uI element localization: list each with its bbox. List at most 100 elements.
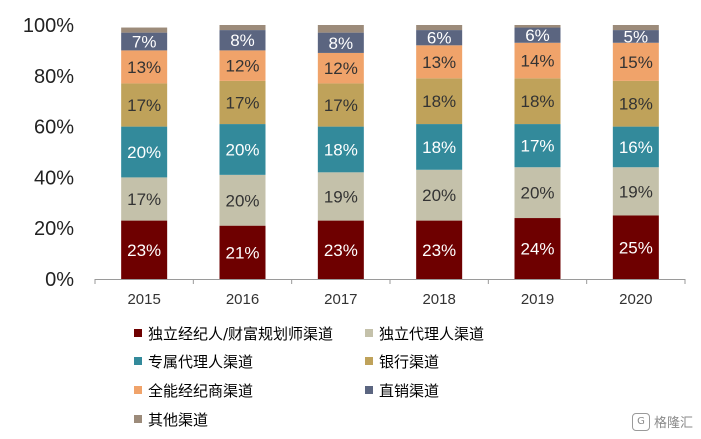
bar-value-label: 5% (624, 27, 649, 46)
bar-segment (121, 83, 168, 127)
x-tick-label: 2020 (619, 291, 652, 308)
bar-segment (121, 177, 168, 221)
legend-item-independent-agent: 独立代理人渠道 (365, 322, 484, 344)
bar-value-label: 21% (225, 243, 259, 262)
legend-swatch (365, 386, 373, 394)
bar-segment (121, 32, 168, 51)
x-tick-label: 2016 (226, 291, 259, 308)
y-tick-label: 100% (23, 15, 74, 37)
bar-value-label: 17% (127, 96, 161, 115)
bar-segment (317, 83, 364, 127)
bar-value-label: 7% (132, 33, 157, 52)
bar-segment (612, 215, 659, 279)
legend-item-other: 其他渠道 (134, 408, 208, 430)
bar-value-label: 17% (324, 96, 358, 115)
bar-segment (416, 45, 463, 79)
bar-value-label: 25% (619, 238, 653, 257)
bar-segment (514, 78, 561, 125)
bar-value-label: 20% (422, 186, 456, 205)
bar-value-label: 23% (324, 241, 358, 260)
legend-label: 直销渠道 (379, 381, 440, 400)
y-tick-label: 0% (45, 269, 74, 291)
legend-label: 专属代理人渠道 (148, 352, 254, 371)
legend-swatch (134, 357, 142, 365)
bar-segment (416, 124, 463, 170)
bar-segment (219, 225, 266, 279)
bar-segment (317, 126, 364, 173)
legend-swatch (134, 329, 142, 337)
bar-segment (317, 220, 364, 279)
legend-swatch (134, 386, 142, 394)
bar-segment (121, 27, 168, 33)
bar-value-label: 16% (619, 138, 653, 157)
bar-value-label: 24% (520, 240, 554, 259)
bar-value-label: 17% (225, 93, 259, 112)
x-tick-label: 2019 (521, 291, 554, 308)
bar-segment (514, 167, 561, 219)
bar-value-label: 23% (127, 241, 161, 260)
bar-segment (612, 30, 659, 43)
bar-segment (219, 80, 266, 125)
legend-item-independent-broker: 独立经纪人/财富规划师渠道 (134, 322, 333, 344)
bar-value-label: 19% (619, 182, 653, 201)
bar-segment (612, 167, 659, 216)
bar-segment (514, 218, 561, 279)
watermark: G 格隆汇 (631, 412, 693, 431)
bar-segment (121, 50, 168, 84)
x-tick-label: 2015 (127, 291, 160, 308)
bar-segment (416, 78, 463, 125)
bar-value-label: 6% (525, 26, 550, 45)
bar-segment (416, 25, 463, 31)
bar-value-label: 8% (329, 34, 354, 53)
legend-label: 银行渠道 (379, 352, 440, 371)
legend-item-full-service-broker: 全能经纪商渠道 (134, 379, 253, 401)
watermark-logo-icon: G (631, 412, 650, 431)
bar-segment (612, 80, 659, 127)
legend-item-direct: 直销渠道 (365, 379, 439, 401)
bar-segment (121, 126, 168, 178)
bar-value-label: 18% (324, 140, 358, 159)
bar-segment (514, 42, 561, 79)
stacked-bar-chart: 0% 20% 40% 60% 80% 100% 23% 17% 20% 17% 13% 7% 2015 2… (23, 15, 686, 308)
legend-swatch (134, 415, 142, 423)
legend-label: 全能经纪商渠道 (148, 381, 254, 400)
bar-segment (416, 30, 463, 46)
bar-segment (612, 25, 659, 31)
bar-segment (121, 220, 168, 279)
watermark-text: 格隆汇 (653, 416, 693, 431)
bar-value-label: 20% (520, 184, 554, 203)
bar-segment (416, 169, 463, 221)
bar-value-label: 15% (619, 53, 653, 72)
bar-value-label: 12% (324, 59, 358, 78)
y-tick-label: 20% (34, 218, 74, 240)
bar-segment (514, 27, 561, 43)
y-tick-label: 80% (34, 66, 74, 88)
bar-value-label: 13% (422, 53, 456, 72)
legend-item-bank: 银行渠道 (365, 350, 439, 372)
bar-segment (416, 220, 463, 279)
bar-segment (219, 124, 266, 175)
bar-segment (514, 25, 561, 28)
y-tick-label: 60% (34, 117, 74, 139)
bar-value-label: 14% (520, 52, 554, 71)
bar-value-label: 19% (324, 187, 358, 206)
bar-value-label: 23% (422, 241, 456, 260)
bar-segment (317, 172, 364, 221)
bar-value-label: 17% (520, 137, 554, 156)
legend-label: 独立代理人渠道 (379, 324, 485, 343)
y-tick-label: 40% (34, 167, 74, 189)
legend-label: 其他渠道 (148, 410, 209, 429)
legend-item-captive-agent: 专属代理人渠道 (134, 350, 253, 372)
bar-segment (219, 50, 266, 81)
bar-segment (317, 25, 364, 33)
legend-swatch (365, 357, 373, 365)
legend-swatch (365, 329, 373, 337)
bar-segment (219, 30, 266, 51)
bar-segment (219, 25, 266, 31)
x-tick-label: 2018 (422, 291, 455, 308)
bar-value-label: 12% (225, 57, 259, 76)
bar-value-label: 18% (619, 95, 653, 114)
bar-segment (317, 52, 364, 84)
bar-segment (612, 126, 659, 168)
bar-value-label: 8% (230, 31, 255, 50)
